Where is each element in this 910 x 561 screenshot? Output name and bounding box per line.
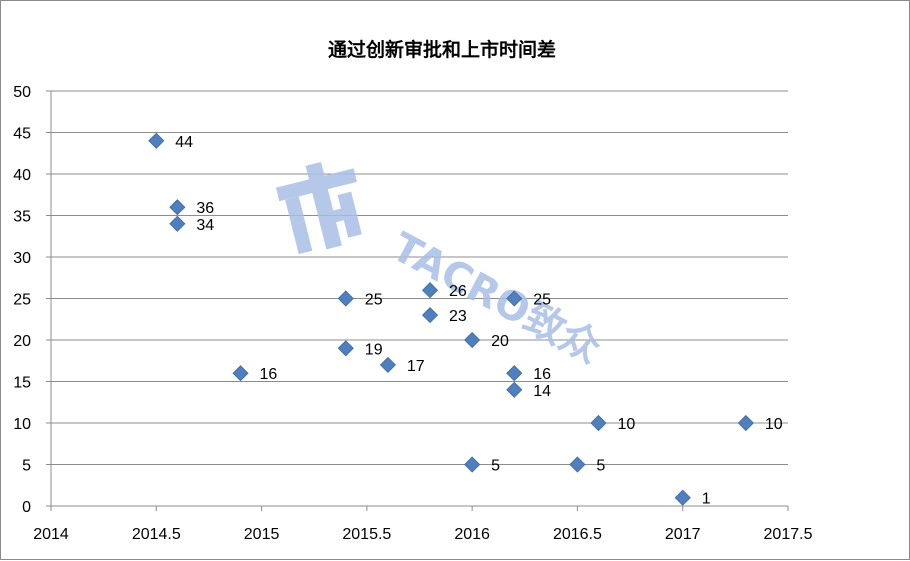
data-point bbox=[737, 414, 754, 432]
data-point bbox=[506, 290, 523, 307]
data-label: 36 bbox=[196, 200, 214, 217]
y-tick-label: 20 bbox=[13, 333, 31, 350]
data-label: 16 bbox=[260, 366, 278, 383]
x-tick-label: 2015 bbox=[244, 526, 280, 543]
y-tick-label: 15 bbox=[13, 375, 31, 392]
y-tick-label: 5 bbox=[22, 458, 31, 475]
gridlines bbox=[51, 90, 788, 465]
data-point bbox=[169, 215, 186, 232]
data-label: 5 bbox=[491, 458, 500, 475]
y-tick-label: 45 bbox=[13, 126, 31, 143]
y-tick-label: 0 bbox=[22, 499, 31, 516]
data-point bbox=[169, 199, 186, 216]
y-tick-label: 30 bbox=[13, 250, 31, 267]
data-label: 16 bbox=[533, 366, 551, 383]
y-tick-label: 50 bbox=[13, 84, 31, 101]
data-label: 19 bbox=[365, 341, 383, 358]
data-point bbox=[337, 340, 354, 357]
data-label: 25 bbox=[365, 292, 383, 309]
data-label: 23 bbox=[449, 308, 467, 325]
data-points bbox=[148, 132, 754, 506]
data-point bbox=[674, 489, 691, 506]
chart-title: 通过创新审批和上市时间差 bbox=[328, 38, 556, 61]
data-label: 26 bbox=[449, 283, 467, 300]
data-label: 1 bbox=[702, 491, 711, 508]
x-tick-label: 2017.5 bbox=[764, 526, 813, 543]
y-tick-label: 25 bbox=[13, 292, 31, 309]
x-tick-label: 2015.5 bbox=[342, 526, 391, 543]
x-tick-label: 2017 bbox=[665, 526, 701, 543]
data-label: 20 bbox=[491, 333, 509, 350]
data-point bbox=[590, 414, 607, 432]
y-tick-label: 40 bbox=[13, 167, 31, 184]
data-label: 14 bbox=[533, 383, 551, 400]
x-axis-ticks: 2014 2014.5 2015 2015.5 2016 2016.5 2017 2017.5 bbox=[33, 526, 812, 543]
y-tick-label: 10 bbox=[13, 416, 31, 433]
data-point bbox=[464, 456, 481, 473]
data-point bbox=[421, 282, 439, 299]
x-tick-label: 2014 bbox=[33, 526, 69, 543]
x-tick-label: 2014.5 bbox=[132, 526, 181, 543]
data-point bbox=[148, 132, 165, 149]
data-label: 44 bbox=[175, 134, 193, 151]
data-label: 34 bbox=[196, 217, 214, 234]
y-tick-label: 35 bbox=[13, 209, 31, 226]
data-point bbox=[337, 290, 354, 307]
tacro-logo-icon bbox=[275, 162, 362, 255]
data-point bbox=[232, 365, 249, 382]
data-label: 10 bbox=[765, 416, 783, 433]
data-point bbox=[506, 381, 523, 398]
data-label: 5 bbox=[596, 458, 605, 475]
data-point bbox=[421, 307, 439, 324]
x-tick-label: 2016.5 bbox=[553, 526, 602, 543]
data-point bbox=[569, 456, 586, 473]
data-point bbox=[379, 356, 396, 373]
data-label: 10 bbox=[617, 416, 635, 433]
axes bbox=[46, 90, 789, 511]
data-point bbox=[464, 331, 481, 349]
y-axis-ticks: 0 5 10 15 20 25 30 35 40 45 50 bbox=[13, 84, 31, 516]
data-label: 25 bbox=[533, 292, 551, 309]
x-tick-label: 2016 bbox=[454, 526, 490, 543]
data-label: 17 bbox=[407, 358, 425, 375]
data-point bbox=[506, 365, 523, 382]
